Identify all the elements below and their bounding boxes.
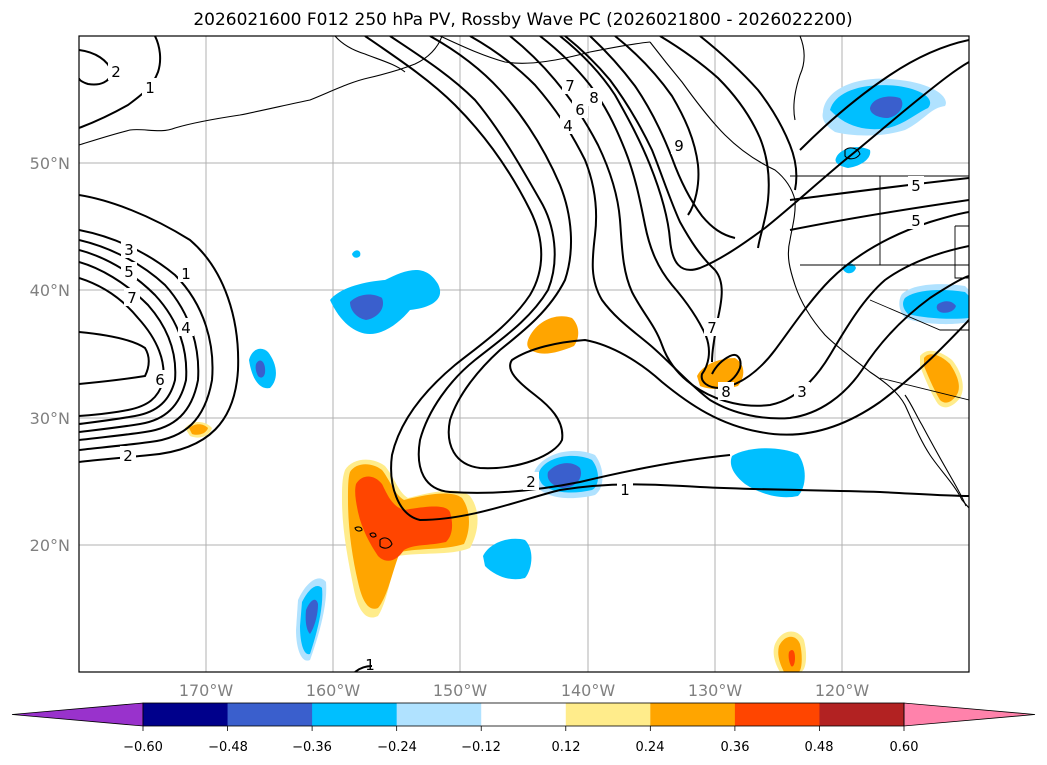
colorbar-extend-high [903, 702, 1036, 727]
contour-label: 3 [124, 241, 134, 259]
lon-label: 140°W [561, 681, 616, 700]
contour-label: 1 [181, 265, 191, 283]
colorbar-tick-label: 0.24 [636, 740, 665, 755]
contour-label: 5 [124, 263, 134, 281]
coastlines [79, 36, 969, 549]
contour-label: 1 [620, 481, 630, 499]
contour-label: 3 [797, 383, 807, 401]
contour-label: 1 [365, 656, 375, 674]
lon-label: 170°W [179, 681, 234, 700]
colorbar-segment [734, 703, 820, 726]
colorbar-tick-label: −0.48 [208, 740, 248, 755]
lat-label: 50°N [30, 154, 70, 173]
pv-shading [185, 78, 969, 672]
colorbar-segment [565, 703, 651, 726]
contour-label: 7 [565, 77, 575, 95]
colorbar-segment [650, 703, 736, 726]
colorbar-tick-label: −0.36 [292, 740, 332, 755]
colorbar-tick-label: −0.24 [377, 740, 417, 755]
contour-label: 4 [563, 117, 573, 135]
lon-label: 130°W [688, 681, 743, 700]
colorbar-segment [481, 703, 567, 726]
colorbar-tick-label: 0.36 [721, 740, 750, 755]
longitude-labels: 170°W 160°W 150°W 140°W 130°W 120°W [179, 681, 870, 700]
colorbar-tick-label: 0.12 [552, 740, 581, 755]
contour-label: 8 [721, 383, 731, 401]
colorbar: −0.60 −0.48 −0.36 −0.24 −0.12 0.12 0.24 … [11, 702, 1036, 755]
contour-label: 2 [111, 63, 121, 81]
colorbar-segment [143, 703, 229, 726]
contour-label: 5 [911, 177, 921, 195]
lon-label: 120°W [815, 681, 870, 700]
lat-label: 30°N [30, 409, 70, 428]
contour-label: 2 [526, 473, 536, 491]
contour-label: 5 [911, 212, 921, 230]
contour-label: 8 [589, 89, 599, 107]
gridlines [79, 36, 969, 672]
lat-label: 20°N [30, 536, 70, 555]
colorbar-extend-low [11, 702, 144, 727]
colorbar-segment [396, 703, 482, 726]
colorbar-ticks: −0.60 −0.48 −0.36 −0.24 −0.12 0.12 0.24 … [123, 740, 918, 755]
pv-contours [79, 36, 969, 672]
map-panel: 2 1 3 5 7 1 4 6 2 7 6 4 8 9 [78, 35, 970, 674]
lat-label: 40°N [30, 281, 70, 300]
colorbar-segments [11, 702, 1036, 731]
negative-anomaly-gulf-alaska-east-max [870, 96, 903, 118]
contour-label: 2 [123, 447, 133, 465]
colorbar-tick-label: 0.60 [890, 740, 919, 755]
colorbar-tick-label: −0.60 [123, 740, 163, 755]
contour-label: 6 [155, 371, 165, 389]
colorbar-tick-label: −0.12 [461, 740, 501, 755]
figure-title: 2026021600 F012 250 hPa PV, Rossby Wave … [193, 10, 852, 30]
colorbar-tick-label: 0.48 [805, 740, 834, 755]
latitude-labels: 50°N 40°N 30°N 20°N [30, 154, 70, 555]
map-frame [78, 35, 970, 673]
lon-label: 150°W [433, 681, 488, 700]
contour-label: 6 [575, 101, 585, 119]
colorbar-segment [312, 703, 398, 726]
colorbar-segment [227, 703, 313, 726]
contour-label: 9 [674, 137, 684, 155]
colorbar-segment [819, 703, 905, 726]
contour-label: 4 [181, 319, 191, 337]
contour-labels: 2 1 3 5 7 1 4 6 2 7 6 4 8 9 [108, 62, 924, 674]
lon-label: 160°W [306, 681, 361, 700]
contour-label: 1 [145, 79, 155, 97]
contour-label: 7 [707, 319, 717, 337]
contour-label: 7 [127, 289, 137, 307]
